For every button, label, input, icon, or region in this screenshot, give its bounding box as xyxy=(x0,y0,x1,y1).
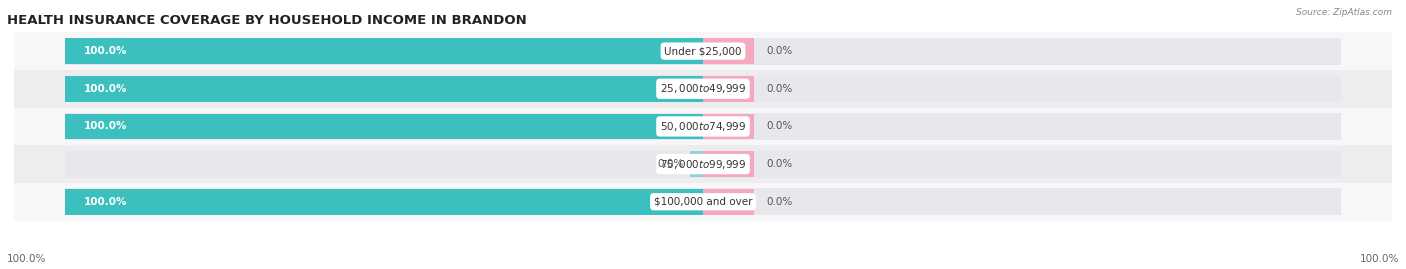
Text: 100.0%: 100.0% xyxy=(84,121,128,132)
Text: HEALTH INSURANCE COVERAGE BY HOUSEHOLD INCOME IN BRANDON: HEALTH INSURANCE COVERAGE BY HOUSEHOLD I… xyxy=(7,14,527,27)
Text: 100.0%: 100.0% xyxy=(7,254,46,264)
Text: $75,000 to $99,999: $75,000 to $99,999 xyxy=(659,158,747,171)
Bar xyxy=(703,189,754,215)
Text: 100.0%: 100.0% xyxy=(84,46,128,56)
Bar xyxy=(65,113,1341,140)
Bar xyxy=(65,38,1341,65)
Text: $25,000 to $49,999: $25,000 to $49,999 xyxy=(659,82,747,95)
Bar xyxy=(14,145,1392,183)
Bar xyxy=(690,151,703,177)
Bar xyxy=(65,38,703,64)
Text: 0.0%: 0.0% xyxy=(766,121,793,132)
Text: 0.0%: 0.0% xyxy=(766,197,793,207)
Text: 0.0%: 0.0% xyxy=(766,159,793,169)
Bar xyxy=(14,183,1392,221)
Bar xyxy=(65,189,703,215)
Bar xyxy=(14,70,1392,108)
Bar xyxy=(65,151,1341,178)
Bar xyxy=(65,76,703,102)
Text: 0.0%: 0.0% xyxy=(658,159,683,169)
Bar xyxy=(65,114,703,139)
Text: $50,000 to $74,999: $50,000 to $74,999 xyxy=(659,120,747,133)
Bar xyxy=(14,32,1392,70)
Text: Source: ZipAtlas.com: Source: ZipAtlas.com xyxy=(1296,8,1392,17)
Text: Under $25,000: Under $25,000 xyxy=(664,46,742,56)
Bar xyxy=(703,114,754,139)
Bar xyxy=(703,76,754,102)
Text: 0.0%: 0.0% xyxy=(766,84,793,94)
Text: 100.0%: 100.0% xyxy=(1360,254,1399,264)
Text: 100.0%: 100.0% xyxy=(84,84,128,94)
Text: $100,000 and over: $100,000 and over xyxy=(654,197,752,207)
Bar xyxy=(65,75,1341,102)
Bar xyxy=(703,38,754,64)
Bar xyxy=(14,108,1392,145)
Text: 0.0%: 0.0% xyxy=(766,46,793,56)
Legend: With Coverage, Without Coverage: With Coverage, Without Coverage xyxy=(596,268,810,269)
Text: 100.0%: 100.0% xyxy=(84,197,128,207)
Bar xyxy=(65,188,1341,215)
Bar xyxy=(703,151,754,177)
